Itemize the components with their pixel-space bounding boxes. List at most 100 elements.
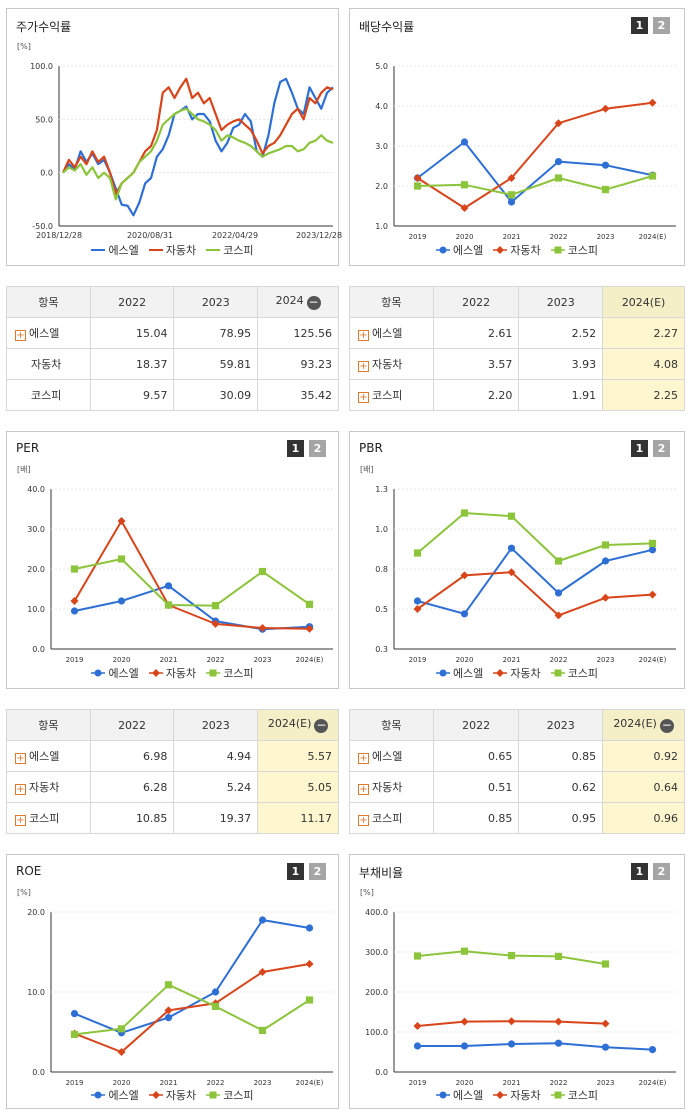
legend-label: 코스피 [567, 244, 599, 257]
page-1-button[interactable]: 1 [287, 863, 304, 880]
legend-label: 자동차 [165, 244, 197, 257]
series-line-1 [416, 141, 653, 203]
x-tick-label: 2020/08/31 [127, 231, 173, 240]
y-tick-label: 50.0 [35, 115, 53, 124]
data-point [507, 191, 516, 199]
collapse-icon[interactable]: − [659, 718, 674, 733]
series-line-3 [62, 107, 334, 201]
expand-icon[interactable]: + [15, 784, 26, 795]
x-tick-label: 2023/12/28 [296, 231, 342, 240]
table-row: + 에스엘 0.65 0.85 0.92 [349, 740, 685, 772]
data-point [648, 539, 657, 547]
data-point [460, 1042, 469, 1050]
cell-value: 125.56 [257, 317, 339, 349]
legend-marker-icon [550, 1091, 565, 1099]
page-2-button[interactable]: 2 [653, 440, 670, 457]
legend-item: 코스피 [550, 242, 599, 258]
row-name: + 자동차 [349, 348, 434, 380]
data-point [413, 1022, 422, 1030]
data-point [70, 607, 79, 615]
row-name: 자동차 [6, 348, 91, 380]
expand-icon[interactable]: + [15, 815, 26, 826]
column-header: 2022 [432, 709, 520, 741]
data-point [305, 924, 314, 932]
series-line-3 [417, 175, 653, 196]
per-panel: PER 1 2 [배] 40.0 30.0 20.0 10.0 0.0 2019 2020 20… [6, 431, 339, 689]
legend-label: 자동차 [510, 667, 541, 680]
expand-icon[interactable]: + [358, 815, 369, 826]
x-tick-label: 2022 [550, 1079, 568, 1087]
cell-value: 11.17 [257, 802, 339, 834]
x-tick-label: 2023 [597, 233, 615, 241]
page-2-button[interactable]: 2 [309, 863, 326, 880]
x-tick-label: 2023 [254, 1079, 272, 1087]
series-line-3 [74, 983, 311, 1036]
cell-value: 2.27 [602, 317, 685, 349]
cell-value: 35.42 [257, 379, 339, 411]
chart-legend: 에스엘 자동차 코스피 [350, 1087, 684, 1103]
expand-icon[interactable]: + [358, 361, 369, 372]
page-2-button[interactable]: 2 [653, 863, 670, 880]
y-tick-label: 20.0 [27, 908, 45, 917]
data-point [554, 1039, 563, 1047]
expand-icon[interactable]: + [358, 330, 369, 341]
collapse-icon[interactable]: − [306, 295, 321, 310]
expand-icon[interactable]: + [358, 753, 369, 764]
y-tick-label: 2.0 [375, 182, 388, 191]
x-tick-label: 2022 [550, 233, 568, 241]
x-tick-label: 2020 [113, 656, 131, 664]
x-tick-label: 2021 [503, 233, 521, 241]
panel-title: 주가수익률 [16, 20, 72, 34]
data-point [554, 557, 563, 565]
page-2-button[interactable]: 2 [309, 440, 326, 457]
table-row: + 코스피 0.85 0.95 0.96 [349, 802, 685, 834]
row-name: + 코스피 [6, 802, 91, 834]
data-point [507, 174, 516, 182]
page-1-button[interactable]: 1 [631, 440, 648, 457]
cell-value: 2.52 [518, 317, 604, 349]
page-1-button[interactable]: 1 [631, 863, 648, 880]
unit-label: [배] [360, 465, 374, 474]
page-1-button[interactable]: 1 [631, 17, 648, 34]
cell-value: 5.24 [173, 771, 259, 803]
legend-label: 에스엘 [452, 1089, 484, 1102]
page-1-button[interactable]: 1 [287, 440, 304, 457]
row-name: + 에스엘 [349, 740, 434, 772]
pager: 1 2 [631, 440, 670, 457]
cell-value: 2.25 [602, 379, 685, 411]
expand-icon[interactable]: + [358, 784, 369, 795]
data-point [70, 565, 79, 573]
data-point [413, 952, 422, 960]
collapse-icon[interactable]: − [314, 718, 329, 733]
data-point [164, 1014, 173, 1022]
legend-marker-icon [206, 1091, 221, 1099]
x-tick-label: 2020 [456, 1079, 474, 1087]
x-tick-label: 2020 [113, 1079, 131, 1087]
expand-icon[interactable]: + [15, 753, 26, 764]
y-tick-label: 30.0 [27, 525, 45, 534]
series-line-1 [74, 919, 310, 1034]
dividend-table: 항목 2022 2023 2024(E) + 에스엘 2.61 2.52 2.27 + 자동차 3.5… [349, 286, 685, 411]
legend-marker-icon [91, 249, 106, 251]
series-line-1 [74, 584, 310, 631]
data-point [305, 996, 314, 1004]
legend-item: 에스엘 [435, 242, 483, 258]
panel-title: PER [16, 441, 40, 455]
page-2-button[interactable]: 2 [653, 17, 670, 34]
data-point [601, 161, 610, 169]
data-point [305, 600, 314, 608]
pbr-panel: PBR 1 2 [배] 1.3 1.0 0.8 0.5 0.3 2019 2020 2021 20… [349, 431, 685, 689]
expand-icon[interactable]: + [358, 392, 369, 403]
data-point [554, 158, 563, 166]
cell-value: 0.96 [602, 802, 685, 834]
column-header: 2023 [518, 286, 604, 318]
legend-marker-icon [206, 249, 221, 251]
y-tick-label: 3.0 [375, 142, 388, 151]
legend-label: 코스피 [223, 244, 254, 257]
expand-icon[interactable]: + [15, 330, 26, 341]
per-chart: [배] 40.0 30.0 20.0 10.0 0.0 2019 2020 2021 2022 20… [17, 465, 333, 664]
cell-value: 6.98 [89, 740, 175, 772]
legend-item: 자동차 [148, 665, 196, 681]
data-point [648, 1046, 657, 1054]
data-point [117, 1025, 126, 1033]
